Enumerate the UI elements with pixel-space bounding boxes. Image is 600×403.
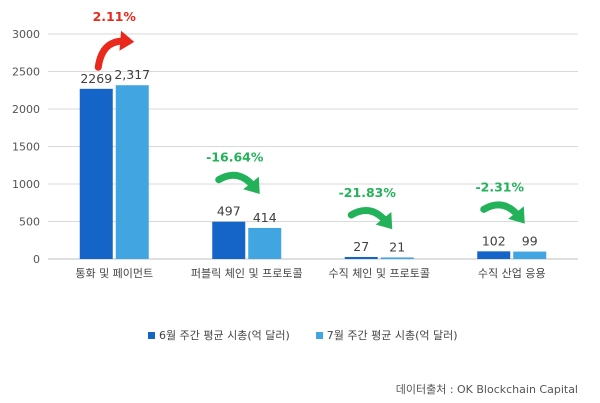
change-arrow-head [508,206,525,224]
legend-swatch-july [315,331,323,339]
y-tick-label: 2000 [12,103,40,116]
data-label: 497 [217,204,241,219]
legend-label-july: 7월 주간 평균 시총(억 달러) [326,329,458,342]
bar [513,251,547,259]
y-tick-label: 500 [19,216,40,229]
data-label: 2269 [80,71,112,86]
bar [380,257,414,259]
change-label: -21.83% [339,185,397,200]
change-label: 2.11% [93,9,137,24]
x-tick-label: 수직 산업 응용 [478,267,546,280]
source-note: 데이터출처 : OK Blockchain Capital [395,383,578,396]
change-arrow-head [119,30,135,51]
y-tick-label: 2500 [12,66,40,79]
bar [79,88,113,259]
bar [212,221,246,259]
x-tick-label: 통화 및 페이먼트 [75,267,153,280]
data-label: 99 [522,234,538,249]
y-tick-label: 1000 [12,178,40,191]
data-label: 102 [482,233,506,248]
legend: 6월 주간 평균 시총(억 달러) 7월 주간 평균 시총(억 달러) [148,327,458,343]
legend-swatch-june [148,331,155,339]
legend-label-june: 6월 주간 평균 시총(억 달러) [159,329,290,342]
y-tick-label: 3000 [12,28,40,41]
y-tick-label: 0 [33,253,40,266]
bar [248,227,282,259]
legend-item-june: 6월 주간 평균 시총(억 달러) [148,327,290,343]
change-label: -2.31% [475,179,524,194]
x-tick-label: 퍼블릭 체인 및 프로토콜 [191,267,303,280]
x-axis-categories: 통화 및 페이먼트 퍼블릭 체인 및 프로토콜 수직 체인 및 프로토콜 수직 산업 … [75,267,545,280]
data-label: 414 [253,210,277,225]
bar [115,85,149,259]
bar [477,251,511,259]
change-arrow-head [243,176,260,194]
data-label: 2,317 [114,67,150,82]
y-tick-label: 1500 [12,141,40,154]
data-label: 27 [353,239,369,254]
change-label: -16.64% [206,150,264,165]
data-label: 21 [389,239,405,254]
bars [79,85,547,259]
change-annotations: 2.11% -16.64% -21.83% -2.31% [93,9,525,230]
y-axis-ticks: 0 500 1000 1500 2000 2500 3000 [12,28,40,266]
x-tick-label: 수직 체인 및 프로토콜 [328,267,430,280]
bar [344,256,378,259]
data-labels: 2269 2,317 497 414 27 21 102 99 [80,67,537,254]
change-arrow-head [375,212,393,230]
legend-item-july: 7월 주간 평균 시총(억 달러) [315,327,458,343]
